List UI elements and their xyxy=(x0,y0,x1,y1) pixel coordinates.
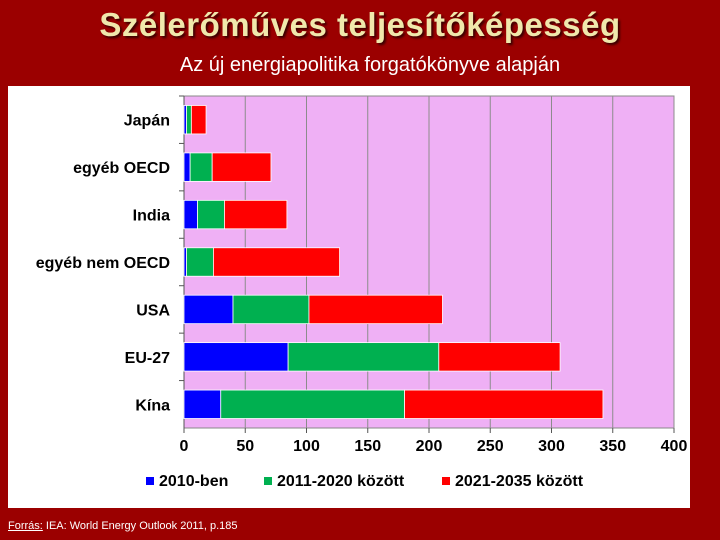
source-note: Forrás: IEA: World Energy Outlook 2011, … xyxy=(8,520,238,532)
gw-watermark: GW xyxy=(640,484,668,501)
category-label: India xyxy=(133,208,170,225)
x-tick-label: 250 xyxy=(477,438,504,455)
bar-segment xyxy=(211,152,272,182)
bar-segment xyxy=(186,247,214,277)
x-tick-label: 300 xyxy=(538,438,565,455)
legend-swatch xyxy=(264,477,272,485)
legend-label: 2010-ben xyxy=(159,473,228,490)
category-label: Kína xyxy=(135,397,170,414)
bar-segment xyxy=(404,389,604,419)
bar-segment xyxy=(197,199,225,230)
bar-segment xyxy=(183,342,289,372)
page-title: Szélerőműves teljesítőképesség xyxy=(99,6,621,43)
category-label: Japán xyxy=(124,113,170,130)
bar-segment xyxy=(224,199,288,230)
legend-swatch xyxy=(442,477,450,485)
bar-segment xyxy=(186,105,192,135)
bar-segment xyxy=(232,294,310,325)
bar-segment xyxy=(183,294,234,325)
x-tick-label: 0 xyxy=(180,438,189,455)
x-tick-label: 150 xyxy=(354,438,381,455)
category-label: USA xyxy=(136,302,170,319)
bar-segment xyxy=(183,152,191,182)
x-tick-label: 100 xyxy=(293,438,320,455)
bar-segment xyxy=(308,294,443,325)
bar-segment xyxy=(220,389,405,419)
bar-segment xyxy=(212,247,340,277)
bar-segment xyxy=(189,152,213,182)
legend-swatch xyxy=(146,477,154,485)
category-label: EU-27 xyxy=(125,350,170,367)
bar-segment xyxy=(190,105,207,135)
chart-panel: 0 50 100 150 200 250 300 350 400 Japán egyéb OECD I… xyxy=(8,86,690,508)
source-label: Forrás: xyxy=(8,520,43,532)
legend-label: 2021-2035 között xyxy=(455,473,584,490)
x-tick-label: 50 xyxy=(236,438,254,455)
bar-segment xyxy=(287,342,440,372)
page-subtitle: Az új energiapolitika forgatókönyve alap… xyxy=(179,54,561,76)
bar-segment xyxy=(438,342,561,372)
wind-capacity-chart: 0 50 100 150 200 250 300 350 400 Japán egyéb OECD I… xyxy=(36,95,688,490)
source-text: IEA: World Energy Outlook 2011, p.185 xyxy=(42,520,238,532)
legend-label: 2011-2020 között xyxy=(277,473,405,490)
bar-segment xyxy=(183,389,222,419)
x-tick-label: 350 xyxy=(599,438,626,455)
x-tick-label: 200 xyxy=(416,438,443,455)
bar-segment xyxy=(183,199,198,230)
category-label: egyéb OECD xyxy=(73,160,170,177)
x-tick-label: 400 xyxy=(661,438,688,455)
category-label: egyéb nem OECD xyxy=(36,255,170,272)
